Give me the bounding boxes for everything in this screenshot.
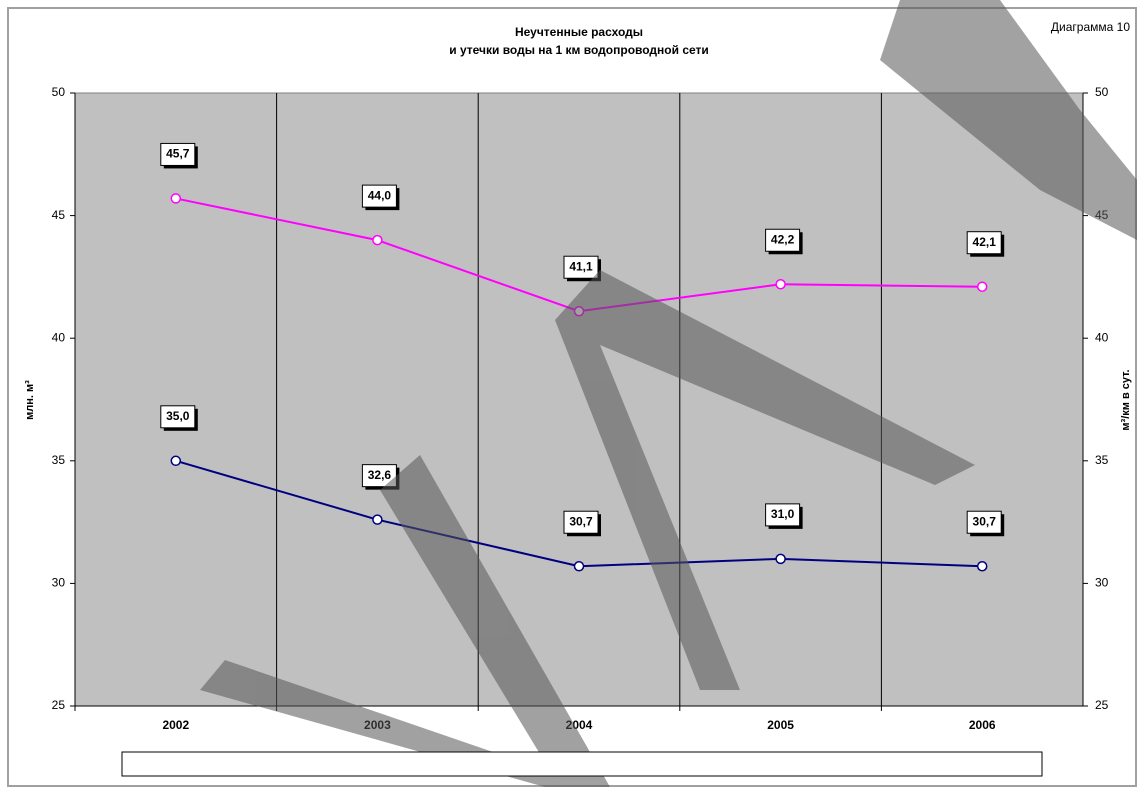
label-box [160, 142, 196, 166]
y2-tick-label: 25 [1095, 698, 1109, 712]
x-tick-label: 2006 [969, 718, 996, 732]
plot-area [74, 92, 1084, 707]
y-tick-label: 40 [52, 330, 66, 344]
point [976, 281, 988, 292]
chart-subtitle: и утечки воды на 1 км водопроводной сети [449, 43, 709, 57]
label-box [160, 405, 196, 429]
y-tick-label: 45 [52, 208, 66, 222]
y2-tick-label: 30 [1095, 576, 1109, 590]
value-label: 30,7 [569, 514, 593, 528]
y2-tick-label: 40 [1095, 330, 1109, 344]
x-tick-label: 2002 [162, 718, 189, 732]
y2-tick-label: 35 [1095, 453, 1109, 467]
y-tick-label: 50 [52, 85, 66, 99]
value-label: 42,2 [771, 232, 795, 246]
point [170, 193, 182, 204]
point [573, 560, 585, 572]
label-box [765, 228, 801, 252]
value-label: 42,1 [973, 235, 997, 249]
label-box [563, 255, 599, 279]
label-box [966, 510, 1002, 534]
point [372, 514, 383, 525]
legend [121, 751, 1043, 777]
label-box [563, 510, 599, 534]
label-box [361, 464, 397, 488]
value-label: 31,0 [771, 507, 795, 521]
value-label: 35,0 [166, 409, 190, 423]
label-box [361, 184, 397, 208]
y-tick-label: 35 [52, 453, 66, 467]
value-label: 41,1 [569, 259, 593, 273]
y2-axis-label: м³/км в сут. [1120, 369, 1132, 430]
value-label: 44,0 [368, 188, 392, 202]
value-label: 30,7 [973, 514, 997, 528]
x-tick-label: 2005 [767, 718, 794, 732]
y-tick-label: 30 [52, 576, 66, 590]
value-label: 32,6 [368, 468, 392, 482]
y-tick-label: 25 [52, 698, 66, 712]
point [372, 234, 383, 246]
value-label: 45,7 [166, 147, 190, 161]
label-box [765, 503, 801, 527]
annotation: Диаграмма 10 [1051, 20, 1130, 34]
point [775, 279, 786, 290]
point [775, 553, 786, 565]
point [976, 560, 988, 572]
y2-tick-label: 50 [1095, 85, 1109, 99]
y-axis-label: млн. м³ [24, 380, 36, 420]
point [170, 455, 182, 467]
chart-title: Неучтенные расходы [515, 25, 643, 39]
label-box [966, 231, 1002, 255]
